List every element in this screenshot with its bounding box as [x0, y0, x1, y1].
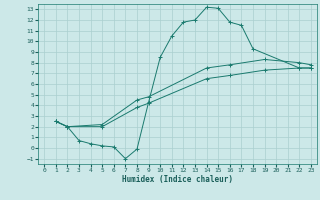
X-axis label: Humidex (Indice chaleur): Humidex (Indice chaleur): [122, 175, 233, 184]
